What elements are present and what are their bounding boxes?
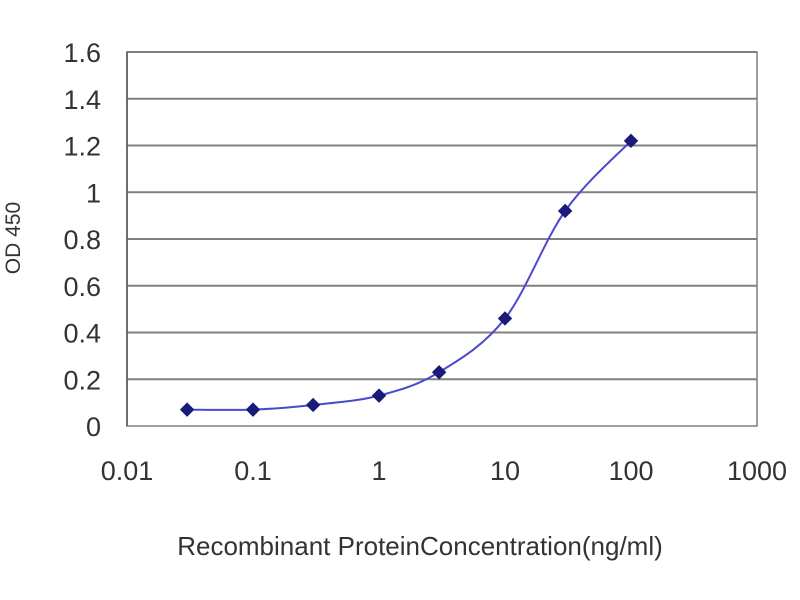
x-tick-label: 0.1	[234, 456, 272, 486]
x-tick-label: 1	[371, 456, 386, 486]
x-tick-label: 10	[490, 456, 520, 486]
data-point-marker	[245, 402, 261, 417]
data-point-marker	[623, 133, 639, 149]
data-point-marker	[431, 365, 447, 380]
data-markers	[179, 133, 639, 417]
y-tick-label: 1	[86, 178, 101, 208]
y-axis-title: OD 450	[2, 202, 25, 274]
data-point-marker	[179, 402, 195, 417]
y-tick-label: 0.8	[63, 225, 101, 255]
y-tick-label: 1.2	[63, 132, 101, 162]
y-tick-labels: 0 0.2 0.4 0.6 0.8 1 1.2 1.4 1.6	[63, 38, 101, 442]
data-point-marker	[497, 311, 513, 326]
x-tick-label: 0.01	[101, 456, 154, 486]
y-tick-label: 0.4	[63, 319, 101, 349]
grid-lines	[126, 51, 757, 426]
y-tick-label: 0	[86, 412, 101, 442]
x-tick-label: 100	[608, 456, 653, 486]
data-point-marker	[557, 203, 573, 219]
x-tick-label: 1000	[727, 456, 787, 486]
y-tick-label: 0.2	[63, 365, 101, 395]
y-tick-label: 1.4	[63, 85, 101, 115]
data-point-marker	[305, 397, 321, 413]
y-tick-label: 1.6	[63, 38, 101, 68]
x-axis-title: Recombinant ProteinConcentration(ng/ml)	[177, 531, 663, 561]
data-point-marker	[371, 388, 387, 403]
x-tick-labels: 0.01 0.1 1 10 100 1000	[101, 456, 787, 486]
y-tick-label: 0.6	[63, 272, 101, 302]
